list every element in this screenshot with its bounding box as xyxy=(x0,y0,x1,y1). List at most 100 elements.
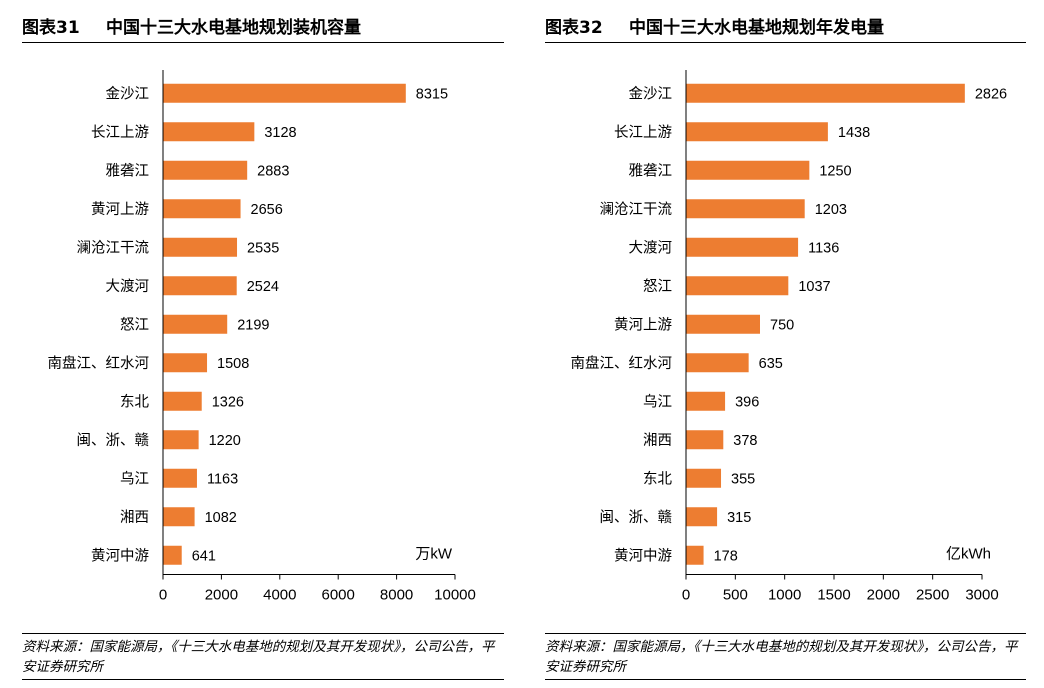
data-label: 355 xyxy=(731,471,755,487)
data-label: 396 xyxy=(735,394,759,410)
data-label: 641 xyxy=(192,548,216,564)
chart-title: 中国十三大水电基地规划年发电量 xyxy=(629,18,884,38)
category-label: 湘西 xyxy=(643,432,672,449)
bar xyxy=(686,276,789,296)
data-label: 1438 xyxy=(838,125,870,141)
category-label: 澜沧江干流 xyxy=(77,239,150,256)
category-label: 黄河上游 xyxy=(91,201,149,218)
category-label: 东北 xyxy=(120,393,149,410)
bar-chart-installed-capacity: 金沙江 8315 长江上游 3128 雅砻江 2883 黄河上游 2656 澜沧江干流 2535 大… xyxy=(48,70,476,604)
data-label: 1082 xyxy=(205,510,237,526)
figure-title: 图表32 中国十三大水电基地规划年发电量 xyxy=(545,14,1026,43)
bar xyxy=(163,160,248,180)
bar xyxy=(163,430,199,450)
category-label: 怒江 xyxy=(120,316,149,333)
figure-number: 图表32 xyxy=(545,18,603,38)
category-label: 南盘江、红水河 xyxy=(48,354,150,372)
bar xyxy=(686,314,760,334)
x-tick-label: 0 xyxy=(682,587,690,604)
data-label: 8315 xyxy=(416,86,448,102)
bar xyxy=(163,545,182,565)
data-label: 315 xyxy=(727,510,751,526)
category-label: 澜沧江干流 xyxy=(600,201,673,218)
category-label: 雅砻江 xyxy=(629,162,673,179)
bar xyxy=(163,237,238,257)
bar xyxy=(686,430,724,450)
category-label: 雅砻江 xyxy=(106,162,150,179)
category-label: 闽、浙、赣 xyxy=(600,509,673,526)
category-label: 长江上游 xyxy=(614,124,672,141)
bottom-rule xyxy=(545,679,1026,680)
chart-title: 中国十三大水电基地规划装机容量 xyxy=(106,18,361,38)
data-label: 1508 xyxy=(217,356,249,372)
bar xyxy=(163,353,208,373)
bar xyxy=(686,83,965,103)
bar xyxy=(686,160,810,180)
category-label: 金沙江 xyxy=(629,85,673,102)
x-tick-label: 4000 xyxy=(263,587,296,604)
source-note: 资料来源：国家能源局，《十三大水电基地的规划及其开发现状》，公司公告，平安证券研… xyxy=(22,633,504,677)
unit-label: 亿kWh xyxy=(946,546,991,563)
category-label: 黄河上游 xyxy=(614,316,672,333)
x-tick-label: 500 xyxy=(723,587,748,604)
bar xyxy=(686,199,805,219)
category-label: 黄河中游 xyxy=(91,547,149,564)
unit-label: 万kW xyxy=(415,546,453,563)
data-label: 378 xyxy=(733,433,757,449)
category-label: 大渡河 xyxy=(106,278,150,295)
category-label: 湘西 xyxy=(120,509,149,526)
x-tick-label: 2000 xyxy=(205,587,238,604)
x-tick-label: 3000 xyxy=(965,587,998,604)
bar xyxy=(686,468,722,488)
data-label: 1220 xyxy=(209,433,241,449)
category-label: 南盘江、红水河 xyxy=(571,354,673,372)
category-label: 大渡河 xyxy=(629,239,673,256)
chart-panel-annual-generation: 图表32 中国十三大水电基地规划年发电量 金沙江 2826 长江上游 1438 雅砻江 12… xyxy=(545,0,1026,688)
data-label: 2656 xyxy=(251,202,283,218)
data-label: 3128 xyxy=(264,125,296,141)
x-tick-label: 6000 xyxy=(322,587,355,604)
bar xyxy=(163,276,237,296)
category-label: 东北 xyxy=(643,470,672,487)
bar xyxy=(163,314,228,334)
category-label: 乌江 xyxy=(120,470,149,487)
data-label: 178 xyxy=(714,548,738,564)
bar xyxy=(163,468,197,488)
bar xyxy=(686,353,749,373)
data-label: 1326 xyxy=(212,394,244,410)
x-tick-label: 2000 xyxy=(867,587,900,604)
bar xyxy=(686,545,704,565)
x-tick-label: 10000 xyxy=(434,587,476,604)
data-label: 2826 xyxy=(975,86,1007,102)
data-label: 2199 xyxy=(237,317,269,333)
x-tick-label: 0 xyxy=(159,587,167,604)
category-label: 乌江 xyxy=(643,393,672,410)
bar xyxy=(163,391,202,411)
bar xyxy=(163,199,241,219)
figure-title: 图表31 中国十三大水电基地规划装机容量 xyxy=(22,14,504,43)
data-label: 2535 xyxy=(247,240,279,256)
category-label: 怒江 xyxy=(643,278,672,295)
data-label: 750 xyxy=(770,317,794,333)
category-label: 金沙江 xyxy=(106,85,150,102)
bar xyxy=(163,83,406,103)
bar-chart-annual-generation: 金沙江 2826 长江上游 1438 雅砻江 1250 澜沧江干流 1203 大渡河 1136 怒江… xyxy=(571,70,1007,604)
bottom-rule xyxy=(22,679,504,680)
category-label: 闽、浙、赣 xyxy=(77,432,150,449)
bar xyxy=(686,122,828,142)
data-label: 1037 xyxy=(798,279,830,295)
x-tick-label: 8000 xyxy=(380,587,413,604)
x-tick-label: 1000 xyxy=(768,587,801,604)
chart-panel-installed-capacity: 图表31 中国十三大水电基地规划装机容量 金沙江 8315 长江上游 3128 雅砻江 28… xyxy=(22,0,504,688)
data-label: 2524 xyxy=(247,279,279,295)
x-tick-label: 2500 xyxy=(916,587,949,604)
bar xyxy=(686,507,718,527)
data-label: 1250 xyxy=(819,163,851,179)
data-label: 1203 xyxy=(815,202,847,218)
data-label: 635 xyxy=(759,356,783,372)
data-label: 1136 xyxy=(808,240,839,256)
category-label: 长江上游 xyxy=(91,124,149,141)
bar xyxy=(163,122,255,142)
data-label: 2883 xyxy=(257,163,289,179)
data-label: 1163 xyxy=(207,471,238,487)
